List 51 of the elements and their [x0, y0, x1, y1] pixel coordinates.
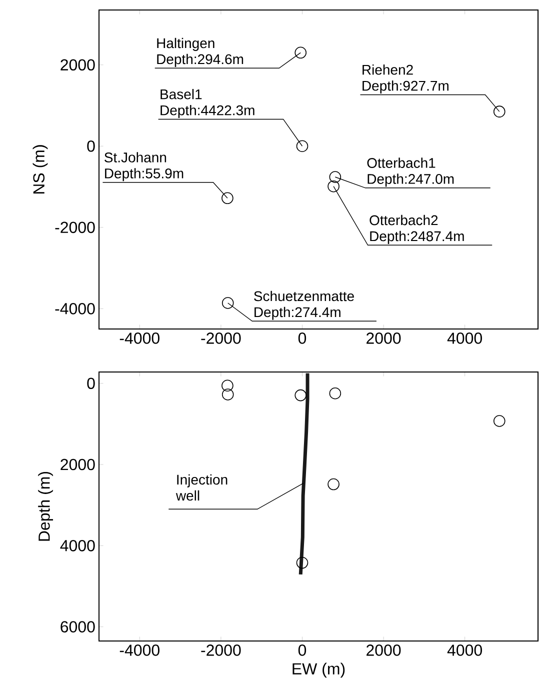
- annotation: Depth:927.7m: [362, 80, 448, 94]
- x-tick-label: 0: [298, 332, 306, 344]
- annotation: Depth:274.4m: [254, 306, 340, 320]
- point: [329, 387, 342, 400]
- y-axis-title: NS (m): [32, 145, 48, 194]
- x-tick-label: 4000: [447, 332, 482, 344]
- annotation: Otterbach1: [367, 158, 436, 168]
- y-tick-label: 4000: [60, 540, 95, 552]
- point: [222, 192, 234, 204]
- x-tick-label: -4000: [120, 644, 160, 656]
- point: [296, 140, 308, 152]
- y-axis-title: Depth (m): [38, 472, 54, 541]
- point: [493, 415, 506, 427]
- point: [222, 388, 234, 400]
- annotation: Depth:55.9m: [105, 168, 184, 182]
- point: [328, 180, 340, 192]
- annotation: Depth:294.6m: [157, 54, 244, 67]
- annotation: Schuetzenmatte: [254, 290, 354, 302]
- point: [328, 478, 340, 490]
- x-tick-label: -2000: [201, 332, 241, 344]
- y-tick-label: 0: [87, 140, 95, 152]
- x-tick-label: -2000: [201, 644, 241, 656]
- annotation: Basel1: [160, 88, 202, 100]
- x-tick-label: -4000: [120, 332, 160, 344]
- line-series: [298, 371, 310, 576]
- point: [329, 171, 342, 183]
- annotation: Depth:2487.4m: [370, 230, 464, 244]
- y-tick-label: 2000: [60, 458, 95, 470]
- annotation: Haltingen: [157, 38, 214, 51]
- y-tick-label: 6000: [60, 621, 95, 632]
- y-tick-label: -2000: [55, 222, 95, 234]
- point: [222, 297, 234, 309]
- point: [493, 106, 506, 118]
- annotation: St.Johann: [104, 152, 166, 162]
- x-tick-label: 0: [298, 644, 306, 656]
- point: [222, 380, 234, 392]
- y-tick-label: 2000: [60, 59, 95, 71]
- x-tick-label: 2000: [366, 644, 401, 656]
- y-tick-label: 0: [87, 378, 95, 390]
- y-tick-label: -4000: [55, 303, 95, 314]
- annotation: Depth:247.0m: [368, 174, 454, 187]
- annotation: Depth:4422.3m: [160, 104, 254, 118]
- annotation: Riehen2: [362, 64, 413, 75]
- x-tick-label: 2000: [366, 332, 401, 344]
- annotation: Otterbach2: [370, 214, 438, 226]
- x-axis-title: EW (m): [292, 662, 345, 678]
- point: [294, 46, 307, 59]
- x-tick-label: 4000: [447, 644, 482, 656]
- point: [296, 556, 308, 569]
- point: [294, 389, 307, 402]
- annotation: Injection well: [176, 474, 228, 501]
